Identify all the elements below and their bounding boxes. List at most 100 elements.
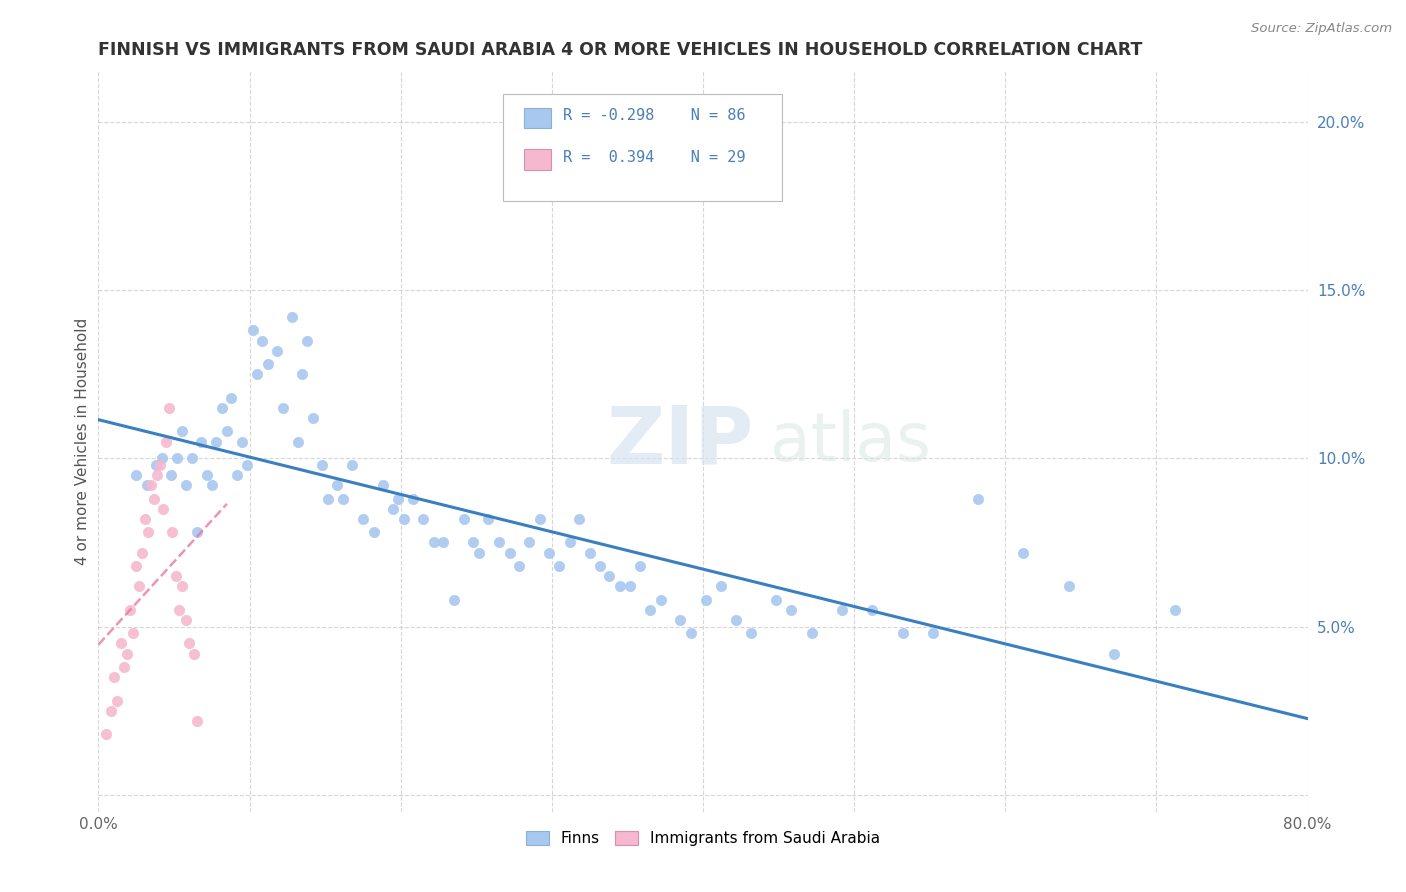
Point — [568, 512, 591, 526]
Point — [1102, 647, 1125, 661]
FancyBboxPatch shape — [503, 94, 782, 201]
Point — [250, 334, 273, 348]
Point — [155, 434, 177, 449]
Point — [468, 546, 491, 560]
Point — [141, 478, 163, 492]
Point — [598, 569, 620, 583]
Point — [271, 401, 294, 415]
Point — [167, 603, 190, 617]
Point — [159, 401, 181, 415]
Point — [170, 425, 193, 439]
Point — [242, 324, 264, 338]
Point — [166, 451, 188, 466]
Point — [266, 343, 288, 358]
Point — [537, 546, 560, 560]
Point — [740, 626, 762, 640]
Point — [578, 546, 600, 560]
Point — [638, 603, 661, 617]
Point — [256, 357, 278, 371]
Point — [205, 434, 228, 449]
Point — [174, 478, 197, 492]
Point — [231, 434, 253, 449]
Point — [136, 525, 159, 540]
Point — [423, 535, 446, 549]
Point — [548, 559, 571, 574]
Point — [103, 670, 125, 684]
Point — [302, 411, 325, 425]
Point — [387, 491, 409, 506]
FancyBboxPatch shape — [524, 108, 551, 128]
Text: Source: ZipAtlas.com: Source: ZipAtlas.com — [1251, 22, 1392, 36]
Text: R = -0.298    N = 86: R = -0.298 N = 86 — [562, 108, 745, 123]
Point — [246, 368, 269, 382]
Point — [1057, 579, 1080, 593]
Point — [508, 559, 530, 574]
Point — [342, 458, 364, 472]
Point — [432, 535, 454, 549]
Text: atlas: atlas — [769, 409, 931, 475]
Point — [669, 613, 692, 627]
Point — [295, 334, 318, 348]
Point — [149, 458, 172, 472]
Point — [326, 478, 349, 492]
Point — [1012, 546, 1035, 560]
Point — [619, 579, 641, 593]
Point — [779, 603, 801, 617]
Point — [352, 512, 374, 526]
Point — [115, 647, 138, 661]
Point — [800, 626, 823, 640]
Point — [165, 569, 187, 583]
Point — [488, 535, 510, 549]
Point — [281, 310, 304, 324]
Point — [134, 512, 156, 526]
Point — [94, 727, 117, 741]
Point — [443, 592, 465, 607]
Point — [221, 391, 243, 405]
Point — [498, 546, 520, 560]
Point — [235, 458, 257, 472]
Point — [967, 491, 990, 506]
Point — [628, 559, 651, 574]
Point — [453, 512, 475, 526]
Point — [105, 694, 128, 708]
Point — [150, 451, 173, 466]
Point — [122, 626, 145, 640]
Point — [186, 525, 208, 540]
Point — [529, 512, 551, 526]
Point — [125, 559, 148, 574]
Point — [195, 468, 218, 483]
Point — [291, 368, 314, 382]
Point — [517, 535, 540, 549]
Point — [162, 525, 184, 540]
Point — [650, 592, 672, 607]
Point — [609, 579, 631, 593]
Point — [174, 613, 197, 627]
Point — [146, 468, 169, 483]
Point — [1163, 603, 1185, 617]
Point — [412, 512, 434, 526]
Point — [765, 592, 787, 607]
Point — [131, 546, 153, 560]
Point — [112, 660, 135, 674]
Point — [170, 579, 193, 593]
Point — [710, 579, 733, 593]
Point — [152, 501, 174, 516]
Point — [831, 603, 853, 617]
Point — [181, 451, 204, 466]
Point — [183, 647, 205, 661]
Point — [332, 491, 354, 506]
Point — [477, 512, 499, 526]
Point — [891, 626, 914, 640]
Point — [120, 603, 142, 617]
Point — [100, 704, 122, 718]
Point — [215, 425, 238, 439]
Point — [128, 579, 150, 593]
Point — [311, 458, 333, 472]
Point — [135, 478, 157, 492]
Point — [143, 491, 166, 506]
Point — [725, 613, 748, 627]
Text: ZIP: ZIP — [606, 402, 754, 481]
Point — [402, 491, 425, 506]
Point — [695, 592, 717, 607]
Legend: Finns, Immigrants from Saudi Arabia: Finns, Immigrants from Saudi Arabia — [519, 825, 887, 852]
